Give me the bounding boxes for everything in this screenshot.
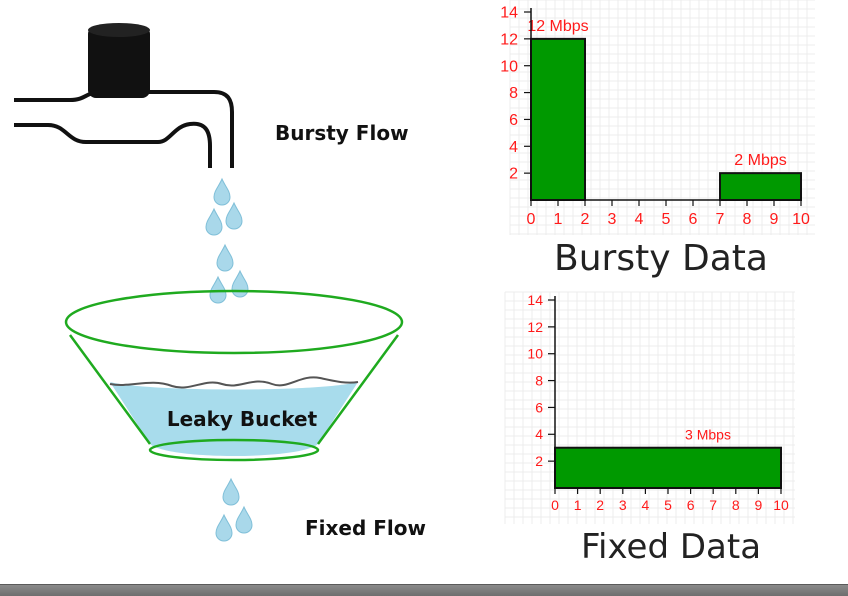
leaky-bucket: Leaky Bucket	[64, 289, 404, 462]
x-tick-label: 0	[527, 211, 536, 228]
water-drop-icon	[235, 506, 253, 534]
x-tick-label: 7	[716, 211, 725, 228]
faucet-icon	[14, 23, 234, 168]
x-tick-label: 7	[709, 497, 717, 513]
x-tick-label: 1	[554, 211, 563, 228]
x-tick-label: 4	[642, 497, 650, 513]
y-tick-label: 10	[527, 346, 543, 362]
faucet-pipe-top	[14, 90, 234, 168]
y-tick-label: 6	[509, 112, 518, 129]
y-tick-label: 4	[535, 426, 543, 442]
bucket-water	[110, 382, 358, 456]
water-drop-icon	[216, 244, 234, 272]
x-tick-label: 9	[770, 211, 779, 228]
water-drop-icon	[222, 478, 240, 506]
x-tick-label: 3	[619, 497, 627, 513]
x-tick-label: 1	[574, 497, 582, 513]
water-drop-icon	[213, 178, 231, 206]
bar-value-label: 2 Mbps	[734, 152, 786, 169]
y-tick-label: 14	[527, 292, 543, 308]
y-tick-label: 2	[535, 453, 543, 469]
x-tick-label: 5	[662, 211, 671, 228]
x-tick-label: 2	[581, 211, 590, 228]
bucket-bottom	[148, 438, 320, 462]
bar-value-label: 3 Mbps	[685, 427, 731, 443]
water-drop-icon	[205, 208, 223, 236]
faucet-handle	[88, 26, 150, 98]
x-tick-label: 6	[689, 211, 698, 228]
x-tick-label: 3	[608, 211, 617, 228]
x-tick-label: 2	[596, 497, 604, 513]
x-tick-label: 10	[773, 497, 789, 513]
water-drop-icon	[231, 270, 249, 298]
y-tick-label: 6	[535, 399, 543, 415]
x-tick-label: 6	[687, 497, 695, 513]
chart-title: Bursty Data	[554, 238, 768, 279]
bucket-rim	[64, 289, 404, 355]
bottom-scrollbar[interactable]	[0, 584, 848, 596]
y-tick-label: 8	[509, 85, 518, 102]
water-drop-icon	[225, 202, 243, 230]
y-tick-label: 14	[500, 5, 518, 22]
x-tick-label: 5	[664, 497, 672, 513]
water-drop-icon	[215, 514, 233, 542]
fixed-flow-label: Fixed Flow	[305, 516, 426, 540]
y-tick-label: 12	[527, 319, 543, 335]
leaky-bucket-label: Leaky Bucket	[167, 407, 318, 431]
y-tick-label: 12	[500, 31, 518, 48]
chart-title: Fixed Data	[581, 527, 761, 567]
x-tick-label: 10	[792, 211, 810, 228]
y-tick-label: 10	[500, 58, 518, 75]
y-tick-label: 4	[509, 139, 518, 156]
x-tick-label: 8	[743, 211, 752, 228]
x-tick-label: 9	[755, 497, 763, 513]
x-tick-label: 8	[732, 497, 740, 513]
y-tick-label: 2	[509, 166, 518, 183]
bursty-drops	[205, 178, 249, 304]
x-tick-label: 0	[551, 497, 559, 513]
y-tick-label: 8	[535, 372, 543, 388]
fixed-drops	[215, 478, 253, 542]
bar-value-label: 12 Mbps	[527, 18, 588, 35]
x-tick-label: 4	[635, 211, 644, 228]
faucet-pipe-bottom	[14, 121, 212, 168]
bar-0	[530, 37, 586, 201]
bar-1	[719, 172, 802, 201]
water-surface	[109, 376, 359, 389]
bursty-flow-label: Bursty Flow	[275, 121, 409, 145]
bar-0	[554, 446, 782, 490]
